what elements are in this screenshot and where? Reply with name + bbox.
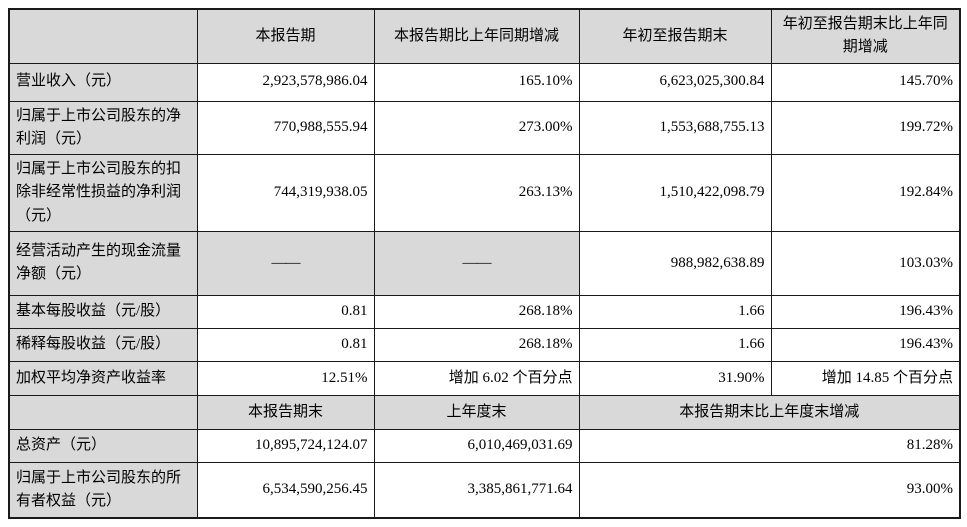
cell-value: 0.81 [196, 327, 375, 362]
cell-value: 196.43% [770, 294, 961, 329]
row-label: 稀释每股收益（元/股） [8, 327, 198, 362]
row-label: 归属于上市公司股东的所有者权益（元） [8, 461, 198, 519]
cell-value: 31.90% [578, 360, 772, 396]
cell-value: 268.18% [373, 294, 580, 329]
cell-value: 93.00% [578, 461, 961, 519]
row-label: 加权平均净资产收益率 [8, 360, 198, 396]
header-cell-period-end: 本报告期末 [196, 394, 375, 430]
cell-value: 增加 14.85 个百分点 [770, 360, 961, 396]
header-cell-blank [8, 8, 198, 64]
cell-value: 744,319,938.05 [196, 154, 375, 232]
cell-value: 263.13% [373, 154, 580, 232]
header-cell-ytd: 年初至报告期末 [578, 8, 772, 64]
cell-dash: —— [373, 230, 580, 296]
cell-value: 2,923,578,986.04 [196, 62, 375, 102]
table-row-diluted-eps: 稀释每股收益（元/股） 0.81 268.18% 1.66 196.43% [8, 327, 961, 362]
cell-value: 273.00% [373, 100, 580, 155]
cell-value: 0.81 [196, 294, 375, 329]
financial-summary-table: 本报告期 本报告期比上年同期增减 年初至报告期末 年初至报告期末比上年同期增减 … [8, 8, 961, 520]
cell-value: 988,982,638.89 [578, 230, 772, 296]
header-cell-ytd-yoy-change: 年初至报告期末比上年同期增减 [770, 8, 961, 64]
cell-value: 196.43% [770, 327, 961, 362]
cell-value: 增加 6.02 个百分点 [373, 360, 580, 396]
cell-value: 1.66 [578, 294, 772, 329]
table-row-net-profit: 归属于上市公司股东的净利润（元） 770,988,555.94 273.00% … [8, 100, 961, 155]
cell-value: 268.18% [373, 327, 580, 362]
cell-value: 103.03% [770, 230, 961, 296]
table-row-weighted-avg-roe: 加权平均净资产收益率 12.51% 增加 6.02 个百分点 31.90% 增加… [8, 360, 961, 396]
header-cell-yoy-change: 本报告期比上年同期增减 [373, 8, 580, 64]
row-label: 基本每股收益（元/股） [8, 294, 198, 329]
table-row-operating-cash-flow: 经营活动产生的现金流量净额（元） —— —— 988,982,638.89 10… [8, 230, 961, 296]
cell-value: 1,510,422,098.79 [578, 154, 772, 232]
row-label: 归属于上市公司股东的扣除非经常性损益的净利润（元） [8, 154, 198, 232]
table-row-owners-equity: 归属于上市公司股东的所有者权益（元） 6,534,590,256.45 3,38… [8, 461, 961, 519]
cell-value: 1.66 [578, 327, 772, 362]
header-cell-current-period: 本报告期 [196, 8, 375, 64]
header-cell-prior-year-end: 上年度末 [373, 394, 580, 430]
row-label: 总资产（元） [8, 428, 198, 463]
cell-value: 3,385,861,771.64 [373, 461, 580, 519]
table-header-row-period: 本报告期 本报告期比上年同期增减 年初至报告期末 年初至报告期末比上年同期增减 [8, 8, 961, 64]
table-row-net-profit-excl-nonrecurring: 归属于上市公司股东的扣除非经常性损益的净利润（元） 744,319,938.05… [8, 154, 961, 232]
cell-value: 6,010,469,031.69 [373, 428, 580, 463]
cell-value: 6,534,590,256.45 [196, 461, 375, 519]
cell-value: 165.10% [373, 62, 580, 102]
cell-value: 81.28% [578, 428, 961, 463]
table-row-total-assets: 总资产（元） 10,895,724,124.07 6,010,469,031.6… [8, 428, 961, 463]
cell-dash: —— [196, 230, 375, 296]
cell-value: 6,623,025,300.84 [578, 62, 772, 102]
header-cell-change-vs-prior-year-end: 本报告期末比上年度末增减 [578, 394, 961, 430]
cell-value: 770,988,555.94 [196, 100, 375, 155]
table-row-revenue: 营业收入（元） 2,923,578,986.04 165.10% 6,623,0… [8, 62, 961, 102]
cell-value: 199.72% [770, 100, 961, 155]
cell-value: 192.84% [770, 154, 961, 232]
cell-value: 1,553,688,755.13 [578, 100, 772, 155]
row-label: 归属于上市公司股东的净利润（元） [8, 100, 198, 155]
row-label: 营业收入（元） [8, 62, 198, 102]
table-header-row-period-end: 本报告期末 上年度末 本报告期末比上年度末增减 [8, 394, 961, 430]
cell-value: 10,895,724,124.07 [196, 428, 375, 463]
row-label: 经营活动产生的现金流量净额（元） [8, 230, 198, 296]
header-cell-blank [8, 394, 198, 430]
table-row-basic-eps: 基本每股收益（元/股） 0.81 268.18% 1.66 196.43% [8, 294, 961, 329]
cell-value: 12.51% [196, 360, 375, 396]
cell-value: 145.70% [770, 62, 961, 102]
